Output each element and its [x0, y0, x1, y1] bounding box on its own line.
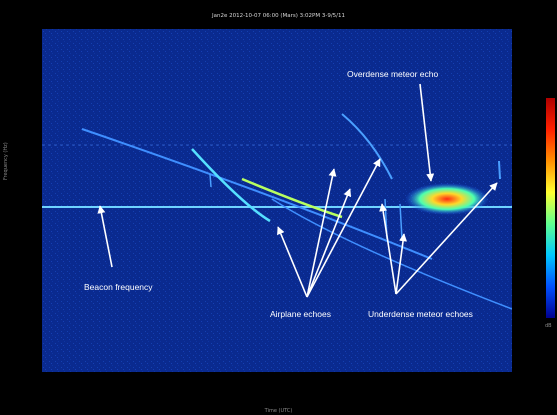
underdense-echo [399, 203, 403, 240]
underdense-arrow [395, 233, 408, 295]
airplane-echo-trace [341, 113, 393, 180]
beacon-label: Beacon frequency [84, 282, 153, 292]
colorbar [546, 98, 555, 318]
underdense-echo [498, 160, 501, 180]
airplane-arrow [306, 188, 352, 298]
underdense-echo [209, 173, 212, 188]
colorbar-label: dB [545, 323, 552, 329]
underdense-arrow [395, 182, 498, 295]
underdense-arrow [379, 203, 397, 295]
airplane-arrow [277, 226, 308, 298]
overdense-echo-blob [405, 183, 489, 215]
airplane-echo-trace [191, 148, 271, 223]
overdense-label: Overdense meteor echo [347, 69, 438, 79]
underdense-label: Underdense meteor echoes [368, 309, 473, 319]
beacon-arrow [97, 205, 113, 268]
window-title: Jan2e 2012-10-07 06:00 (Mars) 3:02PM 3-9… [211, 13, 346, 19]
airplane-echo-trace [81, 128, 433, 260]
overdense-arrow [419, 83, 435, 182]
spectrogram-plot: Overdense meteor echo Beacon frequency A… [42, 29, 512, 372]
airplane-arrow [306, 168, 337, 298]
y-axis-label: Frequency (Hz) [3, 142, 9, 180]
x-axis-label: Time (UTC) [264, 408, 293, 414]
airplane-echo-trace [241, 177, 343, 219]
airplane-label: Airplane echoes [270, 309, 331, 319]
airplane-echo-trace [271, 198, 512, 310]
airplane-arrow [306, 158, 381, 298]
annotation-arrows [97, 83, 498, 298]
